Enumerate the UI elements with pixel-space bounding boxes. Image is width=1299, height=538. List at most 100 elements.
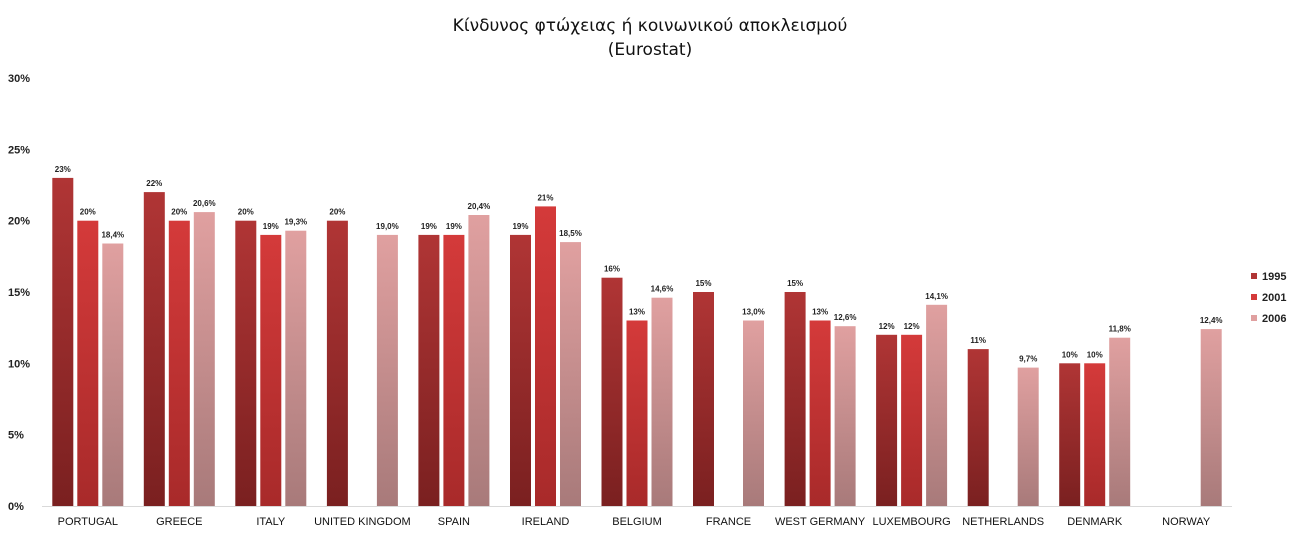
bar-1995 [784, 292, 806, 506]
data-label: 20% [238, 208, 254, 217]
x-tick-label: BELGIUM [612, 516, 662, 528]
data-label: 20% [171, 208, 187, 217]
bar-2006 [1109, 337, 1131, 506]
x-tick-label: IRELAND [522, 516, 570, 528]
data-label: 10% [1062, 350, 1078, 359]
bar-1995 [1059, 363, 1081, 506]
legend-swatch [1251, 273, 1257, 279]
data-label: 13% [812, 308, 828, 317]
y-axis: 0% 5% 10% 15% 20% 25% 30% [8, 73, 30, 513]
y-tick-label: 10% [8, 358, 30, 370]
y-tick-label: 5% [8, 430, 24, 442]
data-label: 11,8% [1109, 325, 1131, 334]
data-label: 20,6% [193, 199, 216, 208]
data-label: 18,4% [101, 231, 124, 240]
bar-2001 [901, 334, 923, 506]
data-label: 19,3% [284, 218, 307, 227]
bar-2001 [626, 320, 648, 506]
data-label: 19,0% [376, 222, 399, 231]
bar-2006 [102, 243, 124, 506]
bar-2006 [1017, 367, 1039, 506]
y-tick-label: 20% [8, 216, 30, 228]
bar-2001 [260, 234, 282, 506]
bar-2006 [834, 326, 856, 506]
bar-2006 [1200, 329, 1222, 506]
data-label: 15% [787, 279, 803, 288]
y-tick-label: 0% [8, 501, 24, 513]
bar-1995 [693, 292, 714, 506]
data-label: 19% [512, 222, 528, 231]
bar-2001 [1084, 363, 1106, 506]
data-label: 19% [421, 222, 437, 231]
x-tick-label: DENMARK [1067, 516, 1123, 528]
bar-2006 [743, 320, 764, 506]
bar-2006 [651, 297, 673, 506]
x-tick-label: GREECE [156, 516, 202, 528]
bar-2001 [168, 220, 190, 506]
data-label: 16% [604, 265, 620, 274]
legend-label: 2001 [1262, 292, 1286, 304]
data-label: 10% [1087, 350, 1103, 359]
bar-1995 [418, 234, 440, 506]
data-label: 20% [80, 208, 96, 217]
bar-2006 [560, 242, 581, 506]
bar-2006 [376, 234, 398, 506]
data-label: 14,6% [651, 285, 674, 294]
bar-1995 [143, 192, 165, 506]
x-tick-label: ITALY [256, 516, 286, 528]
chart-subtitle: (Eurostat) [608, 40, 692, 60]
data-label: 23% [55, 165, 71, 174]
bar-2006 [468, 215, 490, 506]
bar-1995 [326, 220, 348, 506]
chart-title: Κίνδυνος φτώχειας ή κοινωνικού αποκλεισμ… [453, 16, 848, 36]
bar-2006 [285, 230, 307, 506]
bar-1995 [967, 349, 989, 506]
data-label: 22% [146, 179, 162, 188]
x-tick-label: LUXEMBOURG [872, 516, 950, 528]
y-tick-label: 15% [8, 287, 30, 299]
data-label: 19% [263, 222, 279, 231]
bar-2006 [193, 212, 215, 506]
data-label: 20% [329, 208, 345, 217]
data-label: 13,0% [742, 308, 765, 317]
data-label: 12,6% [834, 313, 857, 322]
legend-label: 1995 [1262, 271, 1286, 283]
data-label: 19% [446, 222, 462, 231]
bar-1995 [876, 334, 898, 506]
data-label: 13% [629, 308, 645, 317]
x-tick-label: PORTUGAL [58, 516, 118, 528]
data-label: 11% [970, 336, 986, 345]
data-label: 9,7% [1019, 355, 1037, 364]
data-label: 21% [537, 193, 553, 202]
bar-2001 [535, 206, 556, 506]
x-tick-label: NETHERLANDS [962, 516, 1044, 528]
legend-label: 2006 [1262, 313, 1286, 325]
data-label: 15% [695, 279, 711, 288]
legend-swatch [1251, 315, 1257, 321]
bar-1995 [235, 220, 257, 506]
y-tick-label: 30% [8, 73, 30, 85]
bar-series-group: 23% 20% 18,4% 22% 20% 20,6% 20% 19% 19,3% 20% 19,0… [52, 165, 1223, 506]
data-label: 20,4% [468, 202, 491, 211]
x-tick-label: NORWAY [1162, 516, 1211, 528]
x-tick-label: WEST GERMANY [775, 516, 866, 528]
x-tick-label: FRANCE [706, 516, 751, 528]
bar-2001 [443, 234, 465, 506]
data-label: 14,1% [925, 292, 948, 301]
x-tick-label: SPAIN [438, 516, 470, 528]
bar-2006 [926, 304, 948, 506]
legend-swatch [1251, 294, 1257, 300]
bar-1995 [510, 234, 531, 506]
data-label: 12% [879, 322, 895, 331]
bar-2001 [809, 320, 831, 506]
x-tick-label: UNITED KINGDOM [314, 516, 411, 528]
data-label: 18,5% [559, 229, 582, 238]
data-label: 12,4% [1200, 316, 1223, 325]
bar-1995 [601, 277, 623, 506]
data-label: 12% [904, 322, 920, 331]
x-axis: PORTUGAL GREECE ITALY UNITED KINGDOM SPAIN IR… [42, 506, 1232, 528]
bar-2001 [77, 220, 99, 506]
bar-1995 [52, 177, 74, 506]
